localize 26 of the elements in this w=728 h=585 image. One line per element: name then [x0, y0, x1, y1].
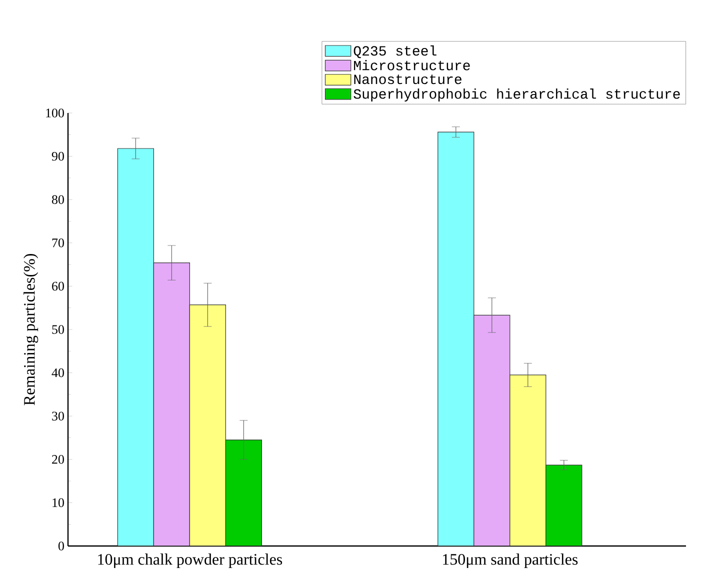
y-tick-label: 70 [52, 238, 64, 248]
bar [546, 464, 582, 546]
legend-label: Nanostructure [354, 74, 462, 84]
y-tick-label: 60 [52, 282, 64, 291]
legend-label: Microstructure [354, 60, 470, 70]
x-tick-label: 10μm chalk powder particles [98, 554, 282, 568]
y-tick-label: 0 [58, 542, 64, 550]
bar [153, 262, 190, 546]
y-tick-label: 40 [52, 368, 64, 378]
y-tick-label: 10 [52, 498, 64, 508]
bar [189, 304, 226, 546]
bar [510, 374, 546, 546]
y-tick-label: 90 [52, 152, 64, 161]
y-axis-title: Remaining particles(%) [24, 254, 38, 406]
legend-label: Superhydrophobic hierarchical structure [354, 88, 680, 102]
bar [474, 314, 510, 546]
bar [117, 148, 154, 546]
y-tick-label: 50 [52, 325, 64, 334]
x-tick-label: 150μm sand particles [443, 554, 578, 568]
y-tick-label: 100 [46, 108, 64, 118]
y-tick-label: 80 [52, 195, 64, 204]
legend-label: Q235 steel [354, 45, 436, 58]
y-tick-label: 30 [52, 412, 64, 420]
bar [438, 132, 474, 546]
bar [225, 440, 262, 546]
y-tick-label: 20 [52, 455, 64, 464]
